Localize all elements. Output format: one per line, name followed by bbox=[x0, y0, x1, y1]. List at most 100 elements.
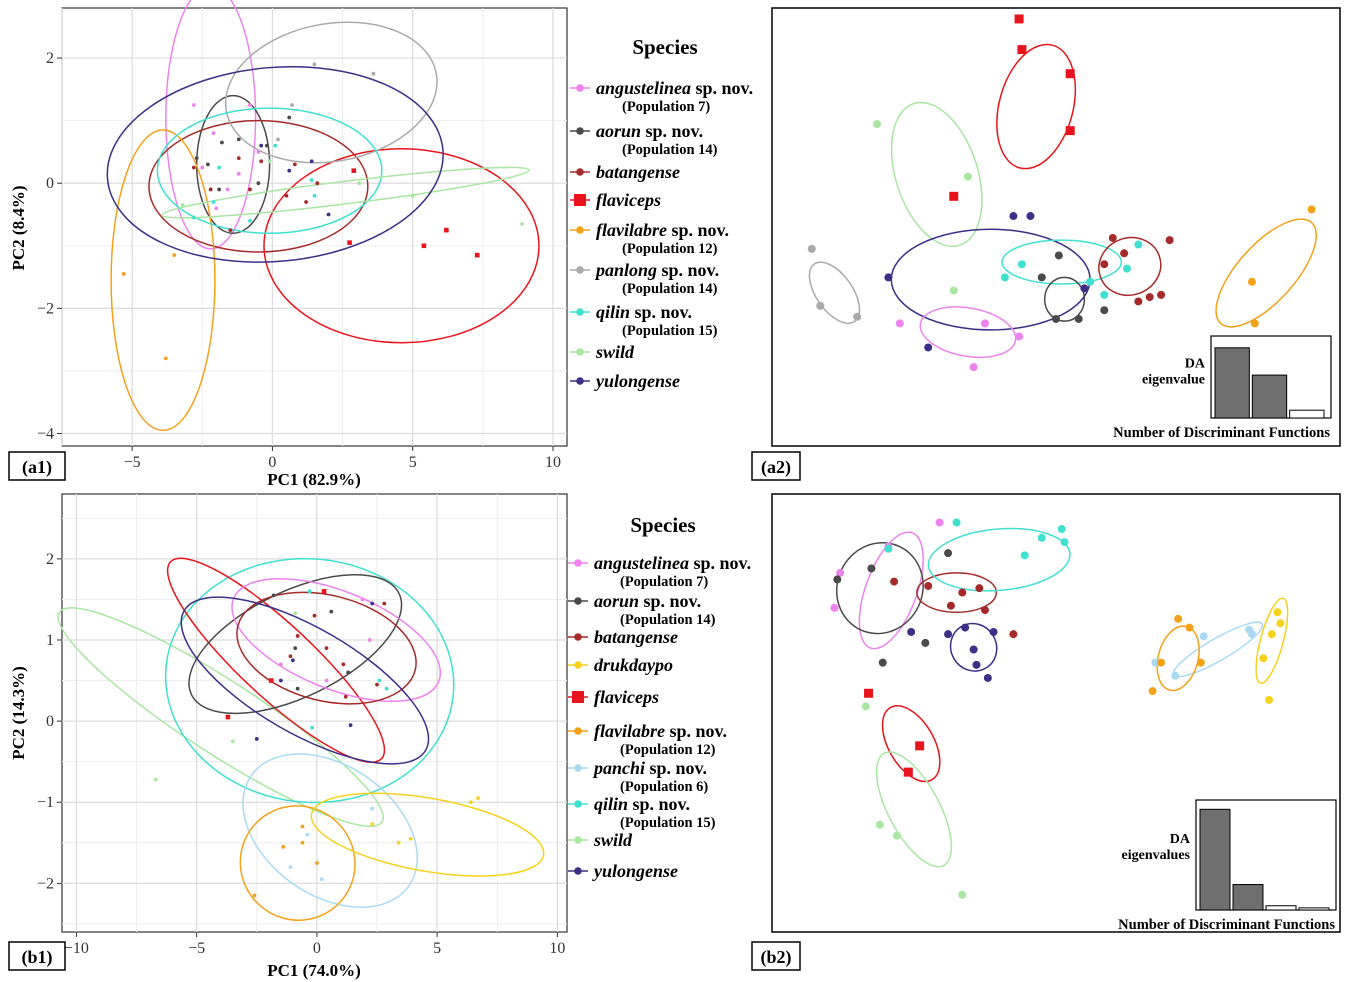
point-swild bbox=[958, 890, 967, 899]
point-batangense bbox=[191, 165, 196, 170]
point-drukdaypo bbox=[370, 822, 375, 827]
legend-marker bbox=[572, 691, 584, 703]
legend-label: qilin sp. nov. bbox=[596, 302, 692, 322]
legend-suffix: sp. nov. bbox=[639, 591, 701, 611]
x-tick-label: 10 bbox=[545, 454, 561, 471]
legend-label: aorun sp. nov. bbox=[596, 121, 703, 141]
ellipse-panchi bbox=[242, 753, 419, 908]
legend-item-flaviceps: flaviceps bbox=[568, 687, 659, 707]
legend-species: batangense bbox=[596, 162, 680, 182]
point-flavilabre bbox=[300, 840, 305, 845]
point-flaviceps bbox=[474, 252, 480, 258]
point-qilin bbox=[211, 200, 216, 204]
point-flavilabre bbox=[1185, 623, 1194, 632]
point-yulongense bbox=[969, 645, 978, 654]
point-flavilabre bbox=[252, 893, 257, 898]
point-aorun bbox=[346, 670, 351, 675]
legend-item-angustelinea: angustelinea sp. nov.(Population 7) bbox=[568, 553, 751, 590]
point-batangense bbox=[343, 694, 348, 699]
legend-marker bbox=[574, 764, 582, 772]
panel-label: (b1) bbox=[22, 947, 53, 968]
point-aorun bbox=[287, 115, 292, 120]
legend-species: drukdaypo bbox=[594, 655, 673, 675]
y-tick-label: −2 bbox=[37, 300, 54, 317]
point-flavilabre bbox=[1148, 687, 1157, 696]
point-swild bbox=[949, 286, 958, 295]
legend-label: batangense bbox=[594, 627, 678, 647]
legend-item-qilin: qilin sp. nov.(Population 15) bbox=[568, 794, 716, 831]
point-yulongense bbox=[924, 343, 933, 352]
point-flaviceps bbox=[915, 741, 925, 751]
legend-marker bbox=[576, 127, 584, 135]
point-batangense bbox=[1120, 249, 1129, 258]
point-batangense bbox=[1108, 233, 1117, 242]
point-aorun bbox=[1037, 273, 1046, 282]
point-qilin bbox=[1057, 525, 1066, 534]
point-flaviceps bbox=[1065, 126, 1075, 136]
point-angustelinea bbox=[225, 187, 230, 192]
legend-suffix: sp. nov. bbox=[645, 758, 707, 778]
point-qilin bbox=[1000, 273, 1009, 282]
legend-species: flaviceps bbox=[596, 190, 661, 210]
point-yulongense bbox=[1026, 212, 1035, 221]
point-flaviceps bbox=[268, 678, 274, 683]
point-aorun bbox=[1100, 306, 1109, 315]
point-drukdaypo bbox=[1276, 619, 1285, 628]
point-yulongense bbox=[983, 673, 992, 682]
point-panchi bbox=[319, 877, 324, 882]
panel-label-box bbox=[751, 941, 801, 971]
point-flavilabre bbox=[1250, 319, 1259, 328]
panel-label-box bbox=[751, 451, 801, 481]
legend-species: aorun bbox=[594, 591, 639, 611]
point-angustelinea bbox=[367, 638, 372, 642]
ellipse-angustelinea bbox=[165, 0, 257, 250]
point-swild bbox=[267, 159, 272, 164]
x-tick-label: 0 bbox=[268, 454, 276, 471]
legend-species: swild bbox=[595, 342, 635, 362]
legend-population: (Population 14) bbox=[622, 142, 718, 158]
point-aorun bbox=[329, 609, 334, 614]
point-qilin bbox=[377, 678, 382, 683]
point-angustelinea bbox=[830, 603, 839, 612]
point-batangense bbox=[958, 588, 967, 597]
point-aorun bbox=[264, 143, 269, 148]
point-aorun bbox=[1054, 251, 1063, 260]
point-drukdaypo bbox=[408, 836, 413, 841]
point-batangense bbox=[981, 606, 989, 615]
ellipse-batangense bbox=[1098, 236, 1162, 296]
point-qilin bbox=[273, 143, 278, 148]
point-flaviceps bbox=[1017, 45, 1027, 55]
point-flavilabre bbox=[1196, 658, 1205, 667]
point-yulongense bbox=[348, 723, 353, 728]
point-aorun bbox=[293, 646, 298, 651]
point-flaviceps bbox=[225, 714, 231, 720]
point-batangense bbox=[1157, 290, 1166, 299]
ellipse-swild bbox=[160, 166, 530, 219]
legend-label: flavilabre sp. nov. bbox=[594, 721, 727, 741]
point-angustelinea bbox=[278, 662, 283, 667]
legend-item-panchi: panchi sp. nov.(Population 6) bbox=[568, 758, 708, 795]
legend-species: qilin bbox=[596, 302, 630, 322]
point-flavilabre bbox=[315, 861, 319, 865]
point-batangense bbox=[315, 181, 320, 186]
y-tick-label: 0 bbox=[46, 175, 54, 192]
x-tick-label: 5 bbox=[409, 454, 417, 471]
point-qilin bbox=[1123, 264, 1131, 273]
point-aorun bbox=[1052, 314, 1060, 323]
legend-marker bbox=[574, 836, 582, 844]
legend-suffix: sp. nov. bbox=[665, 721, 727, 741]
inset-bar bbox=[1199, 808, 1231, 911]
legend-label: flaviceps bbox=[596, 190, 661, 210]
legend-species: batangense bbox=[594, 627, 678, 647]
ellipse-qilin bbox=[927, 527, 1071, 592]
point-panchi bbox=[1171, 671, 1180, 680]
legend-suffix: sp. nov. bbox=[657, 260, 719, 280]
legend-label: qilin sp. nov. bbox=[594, 794, 690, 814]
legend-marker bbox=[576, 308, 584, 316]
legend-marker bbox=[574, 867, 582, 875]
x-tick-label: 0 bbox=[313, 940, 321, 957]
point-panchi bbox=[288, 865, 293, 870]
legend-marker bbox=[576, 348, 584, 356]
legend-marker bbox=[574, 661, 582, 669]
